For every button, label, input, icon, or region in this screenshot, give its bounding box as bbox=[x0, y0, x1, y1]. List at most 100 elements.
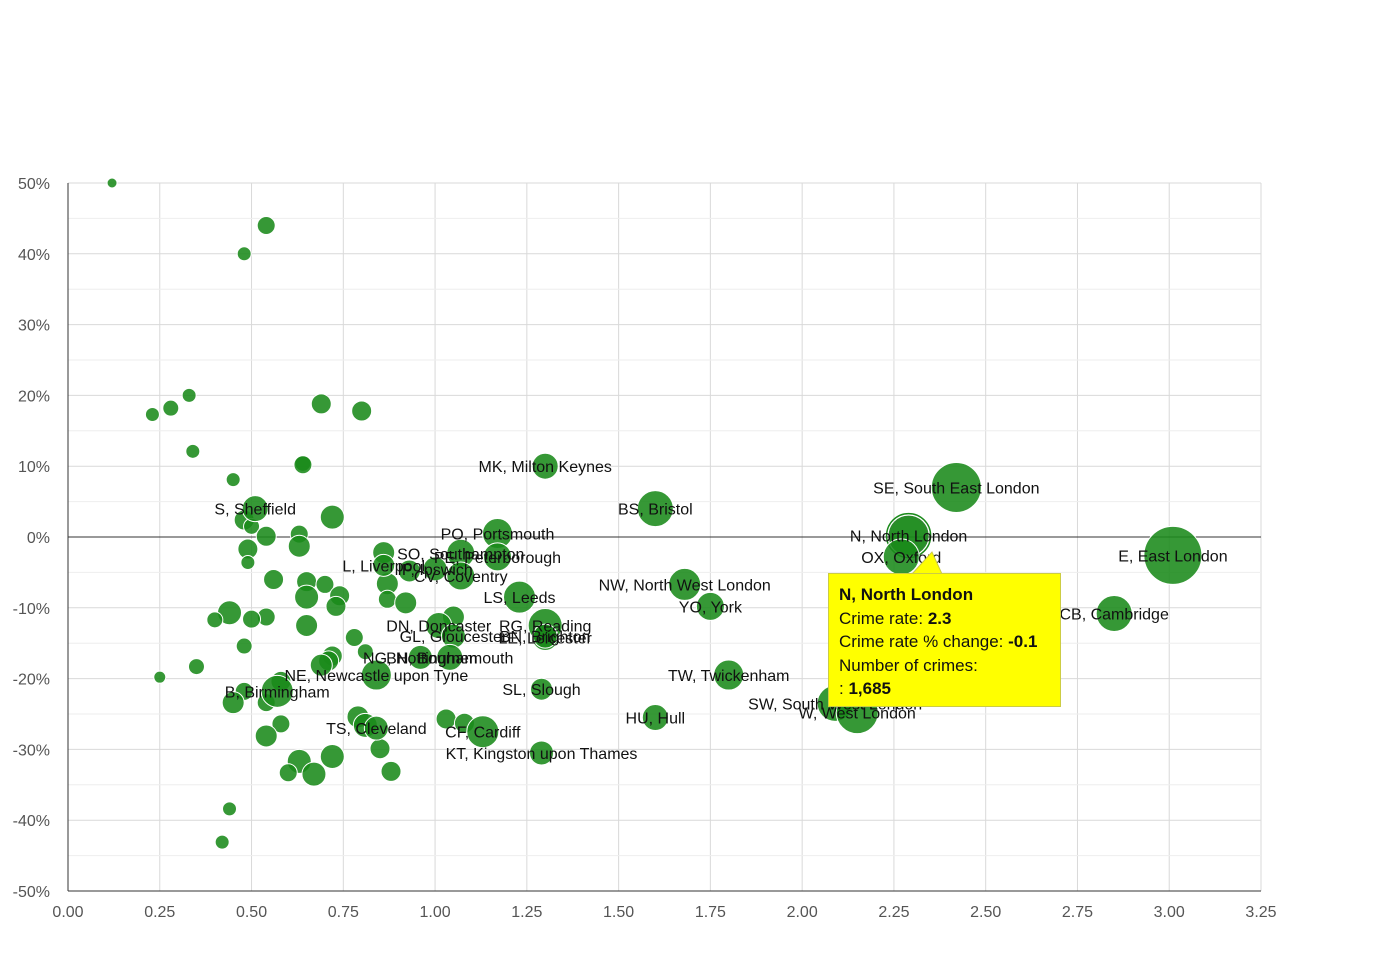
bubble-label: IP, Ipswich bbox=[397, 562, 472, 579]
y-tick-label: -30% bbox=[13, 742, 50, 759]
tooltip-count-value: 1,685 bbox=[848, 679, 892, 698]
tooltip-count-label: Number of crimes: bbox=[839, 655, 978, 675]
bubble-point bbox=[363, 715, 389, 741]
bubble-label: OX, Oxford bbox=[861, 550, 941, 567]
bubble-point bbox=[529, 740, 555, 766]
bubble-label: TW, Twickenham bbox=[668, 668, 790, 685]
x-tick-label: 2.50 bbox=[970, 904, 1001, 921]
bubble-point bbox=[240, 554, 256, 570]
tooltip-change-label: Crime rate % change: bbox=[839, 632, 1004, 651]
x-tick-label: 0.50 bbox=[236, 904, 267, 921]
y-tick-label: 20% bbox=[18, 388, 50, 405]
bubble-label: KT, Kingston upon Thames bbox=[446, 746, 638, 763]
bubble-label: LS, Leeds bbox=[483, 590, 555, 607]
x-tick-label: 1.75 bbox=[695, 904, 726, 921]
bubble-point bbox=[187, 658, 205, 676]
y-axis-tick-labels: 50% 40% 30% 20% 10% 0% -10% -20% -30% -40% -50% bbox=[13, 176, 50, 901]
bubble-label: BH, Bournemouth bbox=[386, 650, 513, 667]
bubble-label: NG, Nottingham bbox=[363, 650, 478, 667]
bubble-point bbox=[713, 659, 745, 691]
bubble-point bbox=[1095, 594, 1133, 632]
bubble-label: N, North London bbox=[850, 529, 967, 546]
bubble-point bbox=[144, 407, 160, 423]
bubble-point bbox=[503, 580, 537, 614]
x-tick-label: 1.25 bbox=[511, 904, 542, 921]
bubble-label: YO, York bbox=[679, 599, 743, 616]
bubble-point bbox=[225, 472, 241, 488]
bubble-point bbox=[222, 801, 238, 817]
bubble-point bbox=[235, 637, 253, 655]
bubble-point bbox=[271, 714, 291, 734]
bubble-point bbox=[263, 568, 285, 590]
tooltip-title: N, North London bbox=[839, 585, 974, 604]
y-tick-label: -10% bbox=[13, 601, 50, 618]
bubble-label: DN, Doncaster bbox=[386, 619, 492, 636]
y-tick-label: 0% bbox=[27, 530, 50, 547]
bubble-point bbox=[242, 609, 262, 629]
bubble-point bbox=[256, 215, 276, 235]
bubble-point bbox=[181, 387, 197, 403]
bubble-point bbox=[372, 553, 396, 577]
bubble-point bbox=[185, 443, 201, 459]
bubble-label: RG, Reading bbox=[499, 619, 592, 636]
x-tick-label: 3.25 bbox=[1245, 904, 1276, 921]
bubble-point bbox=[221, 691, 245, 715]
bubble-point bbox=[636, 490, 674, 528]
bubble-label: CF, Cardiff bbox=[445, 725, 521, 742]
bubble-label: TS, Cleveland bbox=[326, 721, 427, 738]
x-tick-label: 1.50 bbox=[603, 904, 634, 921]
bubble-point bbox=[153, 670, 167, 684]
y-tick-label: 10% bbox=[18, 459, 50, 476]
bubble-label: HU, Hull bbox=[626, 711, 686, 728]
bubble-point bbox=[446, 561, 476, 591]
x-tick-label: 0.75 bbox=[328, 904, 359, 921]
bubble-point bbox=[344, 628, 364, 648]
y-tick-label: -40% bbox=[13, 813, 50, 830]
bubble-point bbox=[360, 659, 392, 691]
bubble-point bbox=[295, 614, 319, 637]
bubble-point bbox=[695, 591, 725, 621]
x-tick-label: 2.25 bbox=[878, 904, 909, 921]
bubble-label: LE, Leicester bbox=[499, 631, 593, 648]
bubble-point bbox=[530, 677, 554, 701]
bubbles bbox=[106, 177, 1203, 850]
bubble-label: W, West London bbox=[799, 706, 916, 723]
bubble-point bbox=[668, 567, 702, 601]
bubble-point bbox=[482, 542, 512, 572]
point-labels: MK, Milton Keynes SE, South East London BS… bbox=[214, 459, 1227, 763]
bubble-label: B, Birmingham bbox=[225, 684, 330, 701]
bubble-point bbox=[214, 834, 230, 850]
bubble-point bbox=[310, 393, 332, 415]
x-tick-label: 3.00 bbox=[1154, 904, 1185, 921]
bubble-point bbox=[260, 674, 294, 708]
bubble-point bbox=[319, 743, 345, 769]
bubble-label: GL, Gloucester bbox=[400, 629, 508, 646]
bubble-point bbox=[236, 246, 252, 262]
bubble-point bbox=[641, 704, 669, 732]
bubble-point bbox=[1143, 525, 1203, 585]
bubble-point bbox=[162, 399, 180, 417]
tooltip-rate-label: Crime rate: bbox=[839, 608, 924, 628]
bubble-point bbox=[287, 534, 311, 558]
bubble-point bbox=[531, 452, 559, 480]
tooltip-count-prefix: : bbox=[839, 679, 844, 698]
bubble-point bbox=[315, 574, 335, 594]
bubble-point bbox=[309, 653, 333, 677]
bubble-label: NW, North West London bbox=[599, 577, 771, 594]
x-tick-label: 1.00 bbox=[420, 904, 451, 921]
bubble-point bbox=[436, 643, 464, 671]
bubble-label: PO, Portsmouth bbox=[441, 526, 555, 543]
bubble-point bbox=[293, 455, 313, 475]
x-tick-label: 2.75 bbox=[1062, 904, 1093, 921]
bubble-point bbox=[254, 724, 278, 748]
tooltip: N, North London Crime rate: 2.3 Crime ra… bbox=[828, 573, 1061, 707]
bubble-point bbox=[106, 177, 118, 189]
tooltip-change-value: -0.1 bbox=[1008, 632, 1038, 651]
bubble-point bbox=[206, 611, 224, 629]
bubble-label: SE, South East London bbox=[873, 480, 1039, 497]
bubble-point bbox=[278, 763, 298, 783]
bubble-label: CV, Coventry bbox=[414, 569, 508, 586]
bubble-point bbox=[356, 643, 374, 661]
bubble-label: BN, Brighton bbox=[500, 629, 591, 646]
bubble-point bbox=[241, 495, 269, 523]
